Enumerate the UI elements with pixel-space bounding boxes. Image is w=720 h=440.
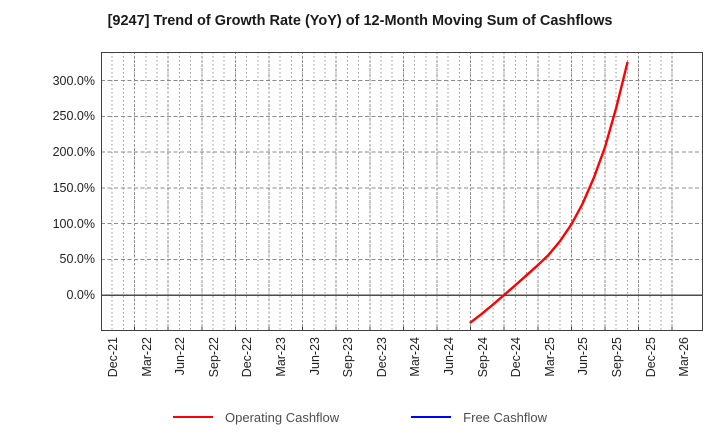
plot-svg (101, 52, 703, 331)
y-tick-label: 100.0% (52, 216, 95, 231)
plot-area (101, 52, 703, 331)
x-tick-label: Jun-25 (576, 337, 591, 376)
y-tick-label: 0.0% (66, 288, 96, 303)
y-tick-label: 50.0% (59, 252, 95, 267)
series-lines (469, 61, 629, 324)
x-axis-tick-labels: Dec-21 Mar-22 Jun-22 Sep-22 Dec-22 Mar-23 Jun-… (0, 331, 720, 411)
horizontal-gridlines (101, 80, 703, 260)
legend-spacer (339, 417, 411, 418)
x-tick-label: Dec-23 (374, 337, 389, 378)
y-tick-label: 150.0% (52, 180, 95, 195)
y-tick-label: 200.0% (52, 145, 95, 160)
x-tick-label: Sep-24 (475, 337, 490, 378)
x-tick-label: Jun-23 (307, 337, 322, 376)
x-tick-label: Mar-26 (677, 337, 692, 377)
y-tick-label: 300.0% (52, 73, 95, 88)
x-tick-label: Dec-24 (509, 337, 524, 378)
x-tick-label: Dec-21 (106, 337, 120, 378)
y-axis-tick-labels: 0.0% 50.0% 100.0% 150.0% 200.0% 250.0% 300.0% (0, 52, 95, 331)
x-tick-label: Mar-24 (408, 337, 423, 377)
x-tick-label: Jun-24 (442, 337, 456, 376)
legend-label-operating-cashflow: Operating Cashflow (225, 409, 340, 425)
x-tick-label: Dec-22 (240, 337, 255, 378)
x-tick-label: Mar-22 (139, 337, 154, 377)
x-tick-label: Jun-22 (173, 337, 188, 376)
x-axis-ticks (101, 327, 673, 331)
chart-title: [9247] Trend of Growth Rate (YoY) of 12-… (107, 13, 613, 29)
legend-item-operating-cashflow[interactable]: Operating Cashflow (173, 405, 339, 429)
legend-swatch-operating-cashflow (173, 416, 213, 418)
y-tick-label: 250.0% (52, 109, 95, 124)
legend-item-free-cashflow[interactable]: Free Cashflow (411, 405, 547, 429)
legend-label-free-cashflow: Free Cashflow (463, 409, 547, 425)
x-tick-label: Mar-23 (274, 337, 288, 377)
legend-swatch-free-cashflow (411, 416, 452, 418)
minor-vertical-gridlines (111, 52, 673, 331)
x-tick-label: Mar-25 (542, 337, 557, 377)
series-line-operating-cashflow (469, 61, 629, 324)
x-tick-label: Dec-25 (643, 337, 658, 378)
x-tick-label: Sep-25 (610, 337, 624, 378)
chart-legend: Operating Cashflow Free Cashflow (0, 404, 720, 430)
x-tick-label: Sep-23 (341, 337, 356, 378)
plot-frame (101, 52, 703, 331)
x-tick-label: Sep-22 (206, 337, 221, 378)
